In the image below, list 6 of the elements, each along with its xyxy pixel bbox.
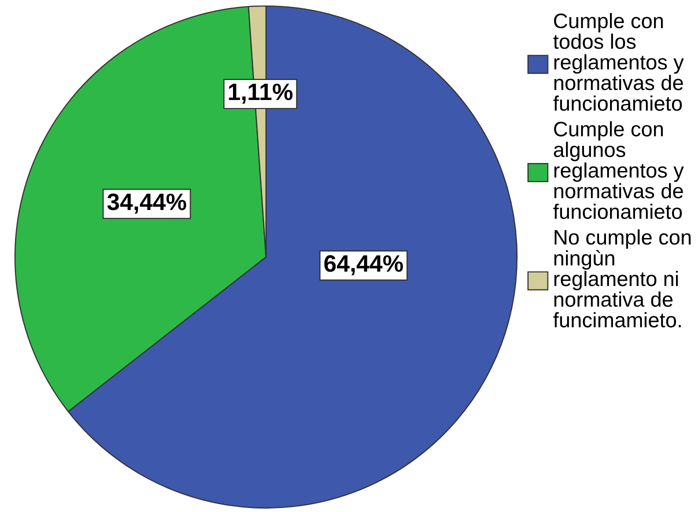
legend-label: Cumple con todos los reglamentos y normativas de funcionamieto xyxy=(553,13,684,111)
legend-label: No cumple con ningùn reglamento ni normativa de funcimamieto. xyxy=(553,229,691,328)
data-label: 1,11% xyxy=(228,84,293,104)
legend-label: Cumple con algunos reglamentos y normativas de funcionamieto xyxy=(553,121,684,219)
data-label: 34,44% xyxy=(107,194,186,214)
data-label: 64,44% xyxy=(324,255,403,276)
